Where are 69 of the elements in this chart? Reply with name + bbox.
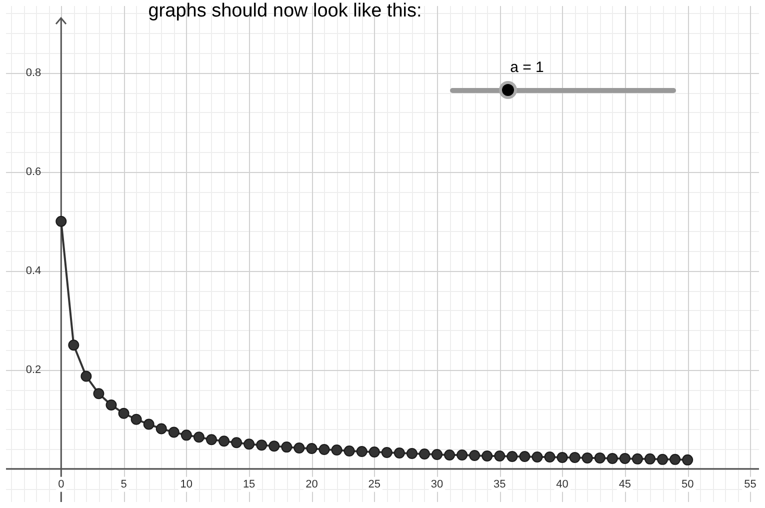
x-tick-label: 55 — [744, 478, 756, 490]
point — [344, 446, 355, 457]
point — [381, 447, 392, 458]
x-tick-label: 40 — [556, 478, 568, 490]
point — [156, 423, 167, 434]
point — [594, 452, 606, 464]
point — [394, 447, 405, 458]
point — [318, 444, 330, 456]
point — [482, 450, 493, 462]
y-tick-label: 0.4 — [26, 264, 42, 277]
point — [106, 399, 117, 410]
annotation: graphs should now look like this: — [148, 0, 422, 22]
x-tick-label: 35 — [494, 478, 506, 490]
point — [281, 442, 292, 453]
point — [294, 442, 305, 454]
point — [356, 446, 368, 458]
x-tick-label: 0 — [58, 478, 64, 490]
point — [406, 448, 418, 459]
x-tick-label: 20 — [306, 478, 318, 490]
point — [143, 418, 154, 430]
point — [168, 426, 180, 438]
point — [556, 452, 568, 463]
y-tick-label: 0.2 — [26, 364, 42, 376]
point — [456, 449, 468, 460]
x-tick-label: 5 — [120, 478, 127, 490]
point — [494, 450, 506, 462]
point — [93, 388, 104, 400]
point — [80, 370, 92, 382]
x-tick-label: 10 — [180, 478, 193, 490]
point — [657, 454, 668, 465]
point — [506, 450, 518, 462]
point — [532, 451, 543, 462]
point — [118, 408, 130, 419]
point — [331, 444, 342, 456]
point — [193, 432, 204, 443]
point — [432, 448, 442, 460]
point — [180, 430, 192, 441]
point — [619, 452, 630, 464]
point — [606, 452, 618, 464]
point — [130, 414, 142, 425]
x-tick-label: 45 — [618, 478, 632, 490]
point — [231, 437, 242, 448]
point — [519, 450, 530, 462]
point — [218, 436, 230, 447]
x-tick-label: 25 — [368, 478, 380, 490]
point — [206, 434, 217, 446]
y-tick-label: 0.8 — [26, 66, 42, 79]
point — [56, 216, 67, 227]
point — [268, 440, 280, 452]
y-tick-label: 0.6 — [26, 166, 42, 178]
annotation: a = 1 — [510, 59, 544, 76]
point — [682, 454, 694, 466]
point — [418, 448, 430, 460]
point — [670, 454, 681, 465]
point — [256, 440, 268, 451]
x-tick-label: 50 — [681, 478, 694, 490]
point — [632, 453, 643, 464]
point — [544, 451, 556, 462]
point — [68, 340, 80, 351]
x-tick-label: 30 — [430, 478, 444, 490]
point — [569, 452, 580, 463]
point — [469, 450, 480, 461]
point — [444, 449, 456, 460]
point — [582, 452, 593, 464]
x-tick-label: 15 — [242, 478, 256, 490]
point — [306, 443, 318, 454]
point — [244, 438, 255, 450]
point — [368, 446, 380, 458]
point — [644, 453, 656, 464]
